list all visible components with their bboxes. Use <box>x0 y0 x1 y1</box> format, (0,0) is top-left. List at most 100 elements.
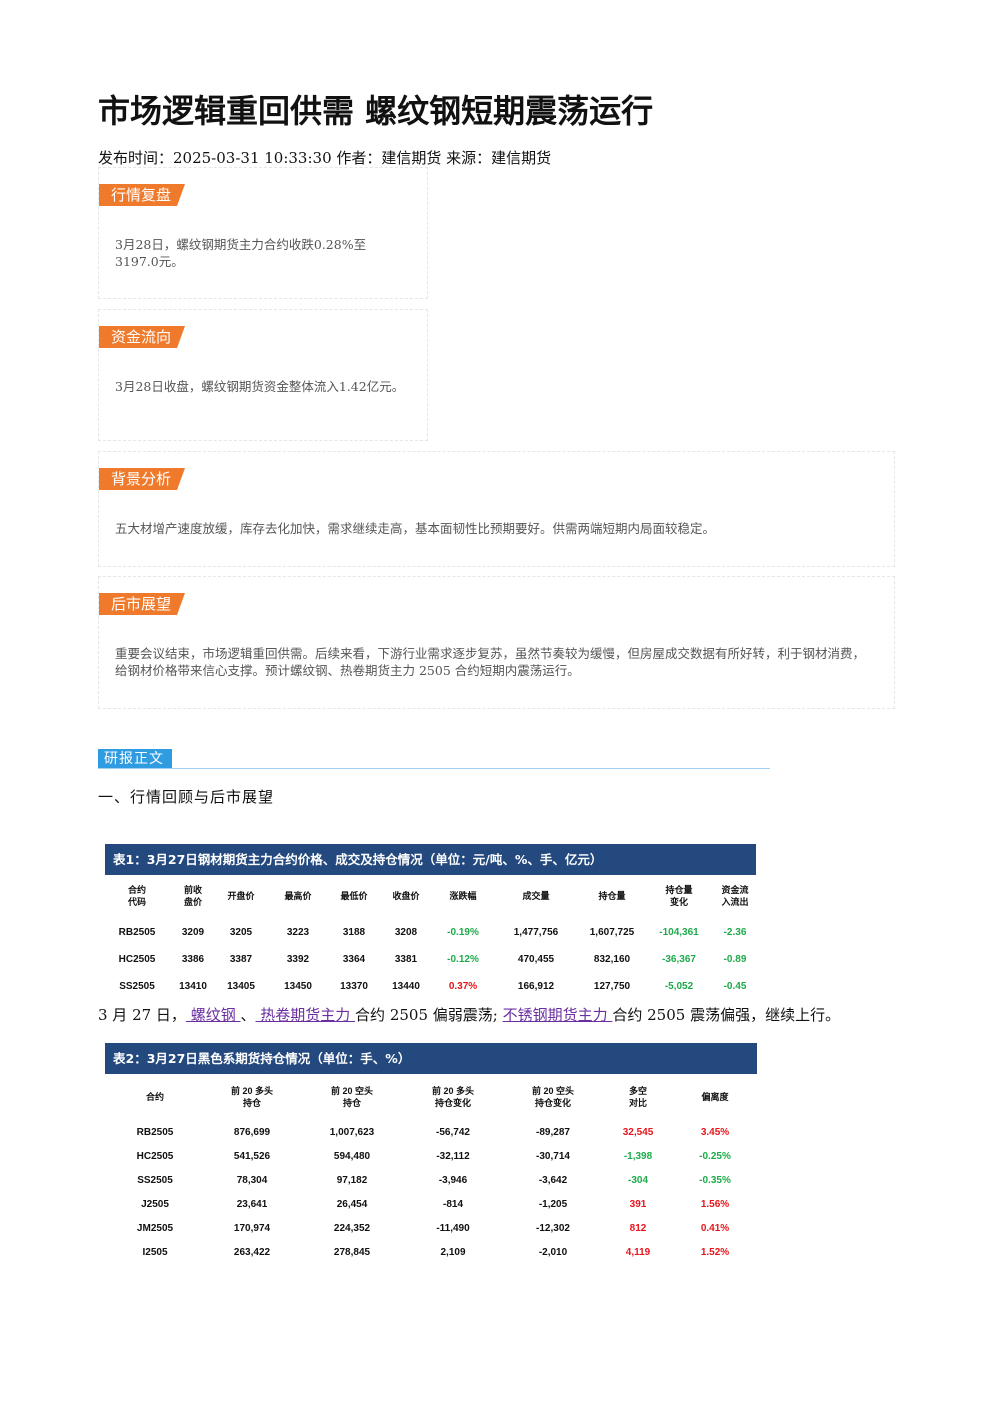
table1-cell: -5,052 <box>664 981 694 992</box>
table1-cell: 3209 <box>181 927 205 938</box>
table1-header-cell: 收盘价 <box>392 891 420 901</box>
table2-cell: 278,845 <box>333 1247 371 1258</box>
table1-header-cell: 持仓量 变化 <box>665 885 693 907</box>
table2-cell: -12,302 <box>536 1223 570 1234</box>
table1-cell: RB2505 <box>118 927 156 938</box>
article-meta: 发布时间：2025-03-31 10:33:30 作者：建信期货 来源：建信期货 <box>98 149 552 167</box>
table2-header-cell: 前 20 多头 持仓变化 <box>431 1086 475 1108</box>
table2-header-cell: 前 20 多头 持仓 <box>230 1086 274 1108</box>
table2-header-cell: 偏离度 <box>701 1092 729 1102</box>
table2-header-cell: 多空 对比 <box>628 1086 648 1108</box>
link-stainless-main[interactable]: 不锈钢期货主力 <box>502 1006 613 1024</box>
table1-cell: 470,455 <box>517 954 555 965</box>
table1-cell: HC2505 <box>118 954 156 965</box>
table2-cell: -304 <box>627 1175 649 1186</box>
table1-title: 表1：3月27日钢材期货主力合约价格、成交及持仓情况（单位：元/吨、%、手、亿元… <box>105 844 756 875</box>
table1-cell: 3381 <box>394 954 418 965</box>
table2-cell: I2505 <box>142 1247 168 1258</box>
table1-cell: 13370 <box>340 981 368 992</box>
table1-cell: 1,607,725 <box>589 927 635 938</box>
card-outlook: 后市展望 重要会议结束，市场逻辑重回供需。后续来看，下游行业需求逐步复苏，虽然节… <box>98 576 895 709</box>
section-heading: 一、行情回顾与后市展望 <box>98 788 275 806</box>
card-text: 3月28日，螺纹钢期货主力合约收跌0.28%至3197.0元。 <box>115 237 367 269</box>
table1-cell: -0.19% <box>447 927 479 938</box>
table2-cell: -0.25% <box>699 1151 731 1162</box>
table2-cell: 0.41% <box>700 1223 730 1234</box>
table2-cell: 1,007,623 <box>329 1127 375 1138</box>
table1-cell: 3386 <box>181 954 205 965</box>
table1-cell: 832,160 <box>593 954 631 965</box>
table2-cell: 4,119 <box>625 1247 651 1258</box>
table2-cell: 1.52% <box>700 1247 730 1258</box>
table2-cell: JM2505 <box>136 1223 174 1234</box>
table1-cell: 3188 <box>342 927 366 938</box>
table1-cell: 13405 <box>227 981 255 992</box>
link-rebar[interactable]: 螺纹钢 <box>185 1006 241 1024</box>
card-market-review: 行情复盘 3月28日，螺纹钢期货主力合约收跌0.28%至3197.0元。 <box>98 167 428 299</box>
card-text: 五大材增产速度放缓，库存去化加快，需求继续走高，基本面韧性比预期要好。供需两端短… <box>115 521 716 536</box>
link-hot-coil-main[interactable]: 热卷期货主力 <box>255 1006 356 1024</box>
table2-header-cell: 前 20 空头 持仓 <box>330 1086 374 1108</box>
table1-cell: -36,367 <box>662 954 696 965</box>
sentence-text: 、 <box>240 1006 256 1024</box>
table2-cell: -0.35% <box>699 1175 731 1186</box>
table2-cell: -56,742 <box>436 1127 470 1138</box>
table2-title: 表2：3月27日黑色系期货持仓情况（单位：手、%） <box>105 1043 757 1074</box>
table1-header-cell: 最低价 <box>340 891 368 901</box>
table2-cell: J2505 <box>141 1199 169 1210</box>
table2-cell: 541,526 <box>233 1151 271 1162</box>
table2-cell: -814 <box>442 1199 464 1210</box>
table1-cell: 13440 <box>392 981 420 992</box>
table1-cell: 3364 <box>342 954 366 965</box>
table2-cell: 97,182 <box>336 1175 368 1186</box>
card-tag: 行情复盘 <box>99 184 185 206</box>
table2-cell: -30,714 <box>536 1151 570 1162</box>
table1-header-cell: 涨跌幅 <box>449 891 477 901</box>
article-title: 市场逻辑重回供需 螺纹钢短期震荡运行 <box>98 92 654 130</box>
table2-cell: -2,010 <box>538 1247 568 1258</box>
table1-cell: 3387 <box>229 954 253 965</box>
table2-cell: SS2505 <box>137 1175 173 1186</box>
table2-cell: -3,642 <box>538 1175 568 1186</box>
table1-header-cell: 持仓量 <box>598 891 626 901</box>
sentence-text: 合约 2505 偏弱震荡; <box>355 1006 503 1024</box>
table2-cell: HC2505 <box>136 1151 174 1162</box>
table2-cell: -89,287 <box>536 1127 570 1138</box>
table2-cell: 224,352 <box>333 1223 371 1234</box>
table1-cell: 166,912 <box>517 981 555 992</box>
table1-header-cell: 开盘价 <box>227 891 255 901</box>
table1-header-cell: 最高价 <box>284 891 312 901</box>
table2-cell: 263,422 <box>233 1247 271 1258</box>
table1-cell: 1,477,756 <box>513 927 559 938</box>
card-tag: 资金流向 <box>99 326 185 348</box>
table1-cell: SS2505 <box>119 981 155 992</box>
table2-cell: -1,205 <box>538 1199 568 1210</box>
table1-cell: -0.12% <box>447 954 479 965</box>
table1-cell: -2.36 <box>723 927 747 938</box>
table2-cell: 1.56% <box>700 1199 730 1210</box>
table1-cell: -0.45 <box>723 981 747 992</box>
card-capital-flow: 资金流向 3月28日收盘，螺纹钢期货资金整体流入1.42亿元。 <box>98 309 428 441</box>
table1-cell: 3223 <box>286 927 310 938</box>
table2-cell: 391 <box>629 1199 647 1210</box>
table2-cell: 32,545 <box>622 1127 654 1138</box>
table1-cell: -0.89 <box>723 954 747 965</box>
table2-cell: -11,490 <box>436 1223 470 1234</box>
table2-cell: 26,454 <box>336 1199 368 1210</box>
table1-cell: 3205 <box>229 927 253 938</box>
card-text: 重要会议结束，市场逻辑重回供需。后续来看，下游行业需求逐步复苏，虽然节奏较为缓慢… <box>115 646 866 678</box>
table1-cell: 127,750 <box>593 981 631 992</box>
table1-cell: 0.37% <box>448 981 478 992</box>
card-tag: 后市展望 <box>99 593 185 615</box>
table2-cell: 2,109 <box>440 1247 466 1258</box>
table2-cell: 23,641 <box>236 1199 268 1210</box>
table2-cell: -1,398 <box>623 1151 653 1162</box>
table2-cell: 78,304 <box>236 1175 268 1186</box>
sentence-text: 3 月 27 日， <box>98 1006 186 1024</box>
table2-cell: 170,974 <box>233 1223 271 1234</box>
table1-cell: 13450 <box>284 981 312 992</box>
table2-header-cell: 合约 <box>145 1092 165 1102</box>
summary-sentence: 3 月 27 日， 螺纹钢 、 热卷期货主力 合约 2505 偏弱震荡; 不锈钢… <box>98 1004 840 1025</box>
card-tag: 背景分析 <box>99 468 185 490</box>
table2-cell: 594,480 <box>333 1151 371 1162</box>
